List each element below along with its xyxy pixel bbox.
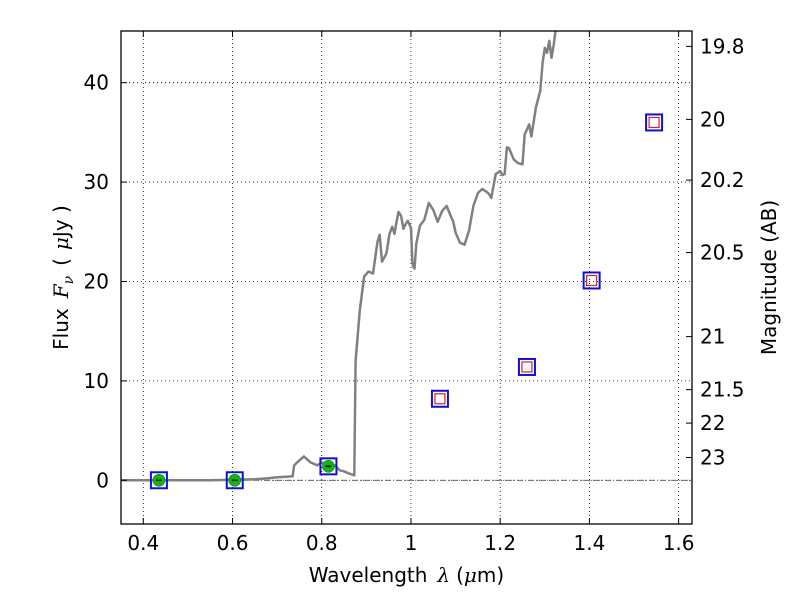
x-axis-label-unit: m)	[477, 563, 504, 587]
x-tick-label: 0.4	[127, 531, 159, 555]
y2-tick-label: 23	[700, 445, 725, 469]
x-axis-label-prefix: Wavelength	[309, 563, 428, 587]
y-tick-label: 40	[84, 71, 109, 95]
y-axis-label-subscript: ν	[61, 275, 77, 284]
y-axis-label-open: (	[49, 258, 73, 266]
x-tick-label: 0.6	[217, 531, 249, 555]
y2-tick-label: 19.8	[700, 34, 745, 58]
y-tick-label: 0	[96, 468, 109, 492]
y-axis-label-symbol: F	[49, 283, 73, 299]
photometry-point-open	[582, 271, 601, 290]
model-point-square	[434, 393, 446, 405]
x-tick-label: 1.4	[573, 531, 605, 555]
y2-tick-label: 20.2	[700, 168, 745, 192]
y2-axis-label: Magnitude (AB)	[757, 200, 781, 355]
y2-tick-label: 20.5	[700, 241, 745, 265]
x-axis-label-symbol: λ	[436, 563, 450, 587]
y-axis-label-prefix: Flux	[49, 308, 73, 350]
spectrum-line	[121, 31, 557, 482]
x-tick-label: 1	[405, 531, 418, 555]
photometry-point-open	[517, 357, 536, 376]
x-tick-label: 0.8	[306, 531, 338, 555]
y2-tick-label: 21.5	[700, 378, 745, 402]
y-axis-ticks: 0 10 20 30 40	[84, 71, 127, 492]
model-point-square	[586, 274, 598, 287]
photometry-point-open	[430, 389, 449, 408]
photometry-point-open	[645, 113, 664, 132]
y2-tick-label: 22	[700, 411, 725, 435]
x-axis-label: Wavelength λ (μm)	[309, 563, 504, 587]
y-tick-label: 20	[84, 269, 109, 293]
y-axis-label-mu: μ	[49, 237, 73, 250]
x-axis-label-mu: μ	[464, 563, 477, 587]
y2-tick-label: 21	[700, 325, 725, 349]
plot-frame	[120, 30, 693, 525]
x-tick-label: 1.2	[484, 531, 516, 555]
model-point-square	[521, 361, 533, 373]
plot-series	[121, 31, 664, 490]
y-axis-label: Flux Fν ( μJy )	[49, 205, 77, 350]
model-point-square	[648, 116, 660, 129]
y2-axis-ticks: 19.8 20 20.2 20.5 21 21.5 22 23	[686, 34, 745, 469]
y-tick-label: 30	[84, 170, 109, 194]
photometry-point-open	[319, 457, 338, 476]
x-axis-ticks: 0.4 0.6 0.8 1 1.2 1.4 1.6	[127, 31, 695, 555]
photometry-point-open	[149, 471, 168, 490]
y2-tick-label: 20	[700, 107, 725, 131]
x-axis-label-open: (	[456, 563, 464, 587]
y-axis-label-unit: Jy )	[49, 205, 73, 239]
photometry-point-open	[225, 471, 244, 490]
x-tick-label: 1.6	[663, 531, 695, 555]
y-tick-label: 10	[84, 369, 109, 393]
